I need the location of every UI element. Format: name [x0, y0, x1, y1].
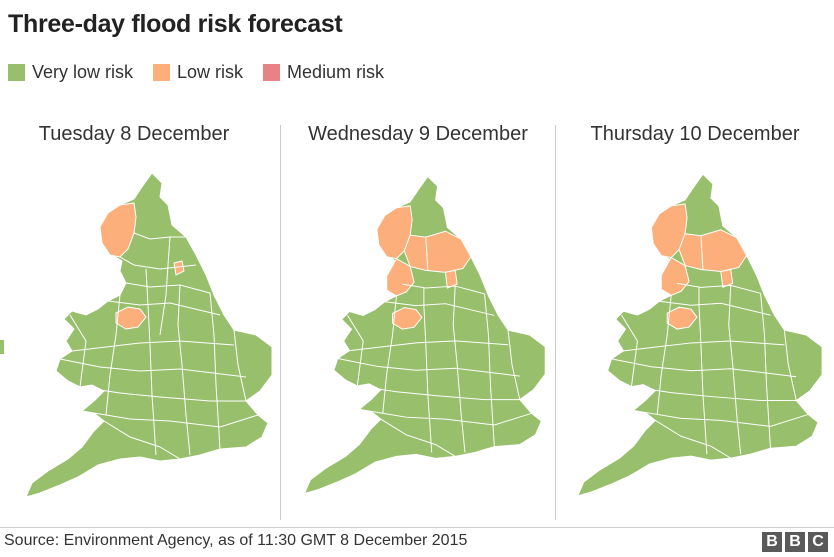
- bbc-logo-letter: B: [785, 532, 805, 552]
- footer-divider: [0, 527, 834, 528]
- low-risk-small-east: [720, 268, 734, 289]
- region-borders: [611, 235, 809, 459]
- panel-divider: [555, 125, 556, 520]
- england-wales-map-thursday: [576, 173, 823, 497]
- legend-label-very-low: Very low risk: [32, 62, 134, 82]
- legend-swatch-medium: [263, 64, 281, 81]
- legend: Very low risk Low risk Medium risk: [8, 62, 404, 83]
- low-risk-lancashire: [666, 306, 698, 330]
- low-risk-small-east: [173, 260, 185, 276]
- map-edge-fragment: [0, 340, 4, 354]
- low-risk-northumberland-south: [678, 229, 748, 272]
- legend-label-medium: Medium risk: [287, 62, 385, 82]
- panel-day-label: Wednesday 9 December: [308, 123, 528, 145]
- bbc-logo-letter: C: [808, 532, 828, 552]
- bbc-logo: B B C: [759, 532, 828, 552]
- source-note: Source: Environment Agency, as of 11:30 …: [4, 532, 468, 549]
- low-risk-northumberland-south: [403, 230, 472, 273]
- map-panel-thursday: Thursday 10 December: [556, 115, 834, 520]
- panel-day-label: Thursday 10 December: [590, 123, 800, 145]
- low-risk-yorkshire-dales: [386, 258, 415, 297]
- map-panel-wednesday: Wednesday 9 December: [281, 115, 555, 520]
- england-wales-map-wednesday: [303, 175, 546, 495]
- region-borders: [59, 232, 259, 460]
- region-borders: [337, 237, 532, 457]
- legend-label-low: Low risk: [177, 62, 244, 82]
- low-risk-yorkshire-dales: [660, 256, 690, 296]
- low-risk-lancashire: [392, 307, 423, 330]
- low-risk-small-east: [444, 269, 458, 289]
- map-panel-tuesday: Tuesday 8 December: [0, 115, 280, 520]
- legend-item-low: Low risk: [153, 62, 243, 83]
- low-risk-lancashire: [115, 306, 147, 330]
- england-wales-map-tuesday: [25, 172, 273, 498]
- legend-swatch-low: [153, 64, 171, 81]
- chart-title: Three-day flood risk forecast: [8, 10, 343, 38]
- panel-day-label: Tuesday 8 December: [38, 123, 230, 145]
- legend-item-very-low: Very low risk: [8, 62, 133, 83]
- bbc-logo-letter: B: [762, 532, 782, 552]
- legend-item-medium: Medium risk: [263, 62, 384, 83]
- legend-swatch-very-low: [8, 64, 25, 81]
- panel-divider: [280, 125, 281, 520]
